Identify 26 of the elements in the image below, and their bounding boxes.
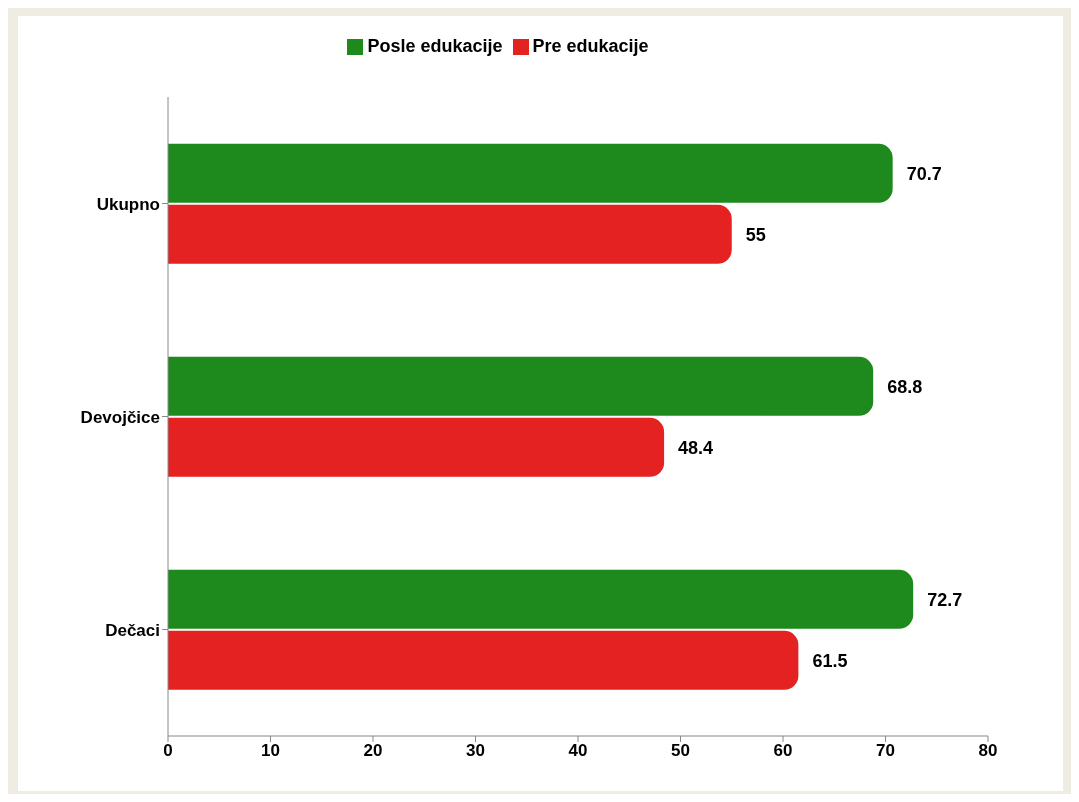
bar [168, 630, 799, 690]
x-tick-label: 80 [978, 741, 998, 761]
y-tick-label: Dečaci [105, 620, 160, 640]
x-tick-label: 50 [671, 741, 690, 761]
bar [168, 417, 665, 477]
x-tick-label: 40 [568, 741, 588, 761]
legend-label: Pre edukacije [532, 36, 649, 56]
x-tick-label: 20 [363, 741, 383, 761]
data-label: 70.7 [906, 163, 942, 184]
x-tick-label: 10 [261, 741, 280, 761]
y-tick-label: Devojčice [80, 407, 160, 427]
x-tick-label: 70 [876, 741, 895, 761]
data-label: 72.7 [927, 589, 963, 610]
bar [168, 204, 732, 264]
bar [168, 356, 874, 416]
bar [168, 569, 914, 629]
data-label: 48.4 [678, 437, 714, 458]
data-label: 68.8 [887, 376, 923, 397]
data-label: 55 [745, 224, 766, 245]
x-tick-label: 0 [163, 741, 173, 761]
bar [168, 143, 893, 203]
legend-label: Posle edukacije [367, 36, 503, 56]
y-tick-label: Ukupno [96, 194, 160, 214]
x-tick-label: 60 [773, 741, 793, 761]
x-tick-label: 30 [466, 741, 485, 761]
data-label: 61.5 [812, 650, 848, 671]
